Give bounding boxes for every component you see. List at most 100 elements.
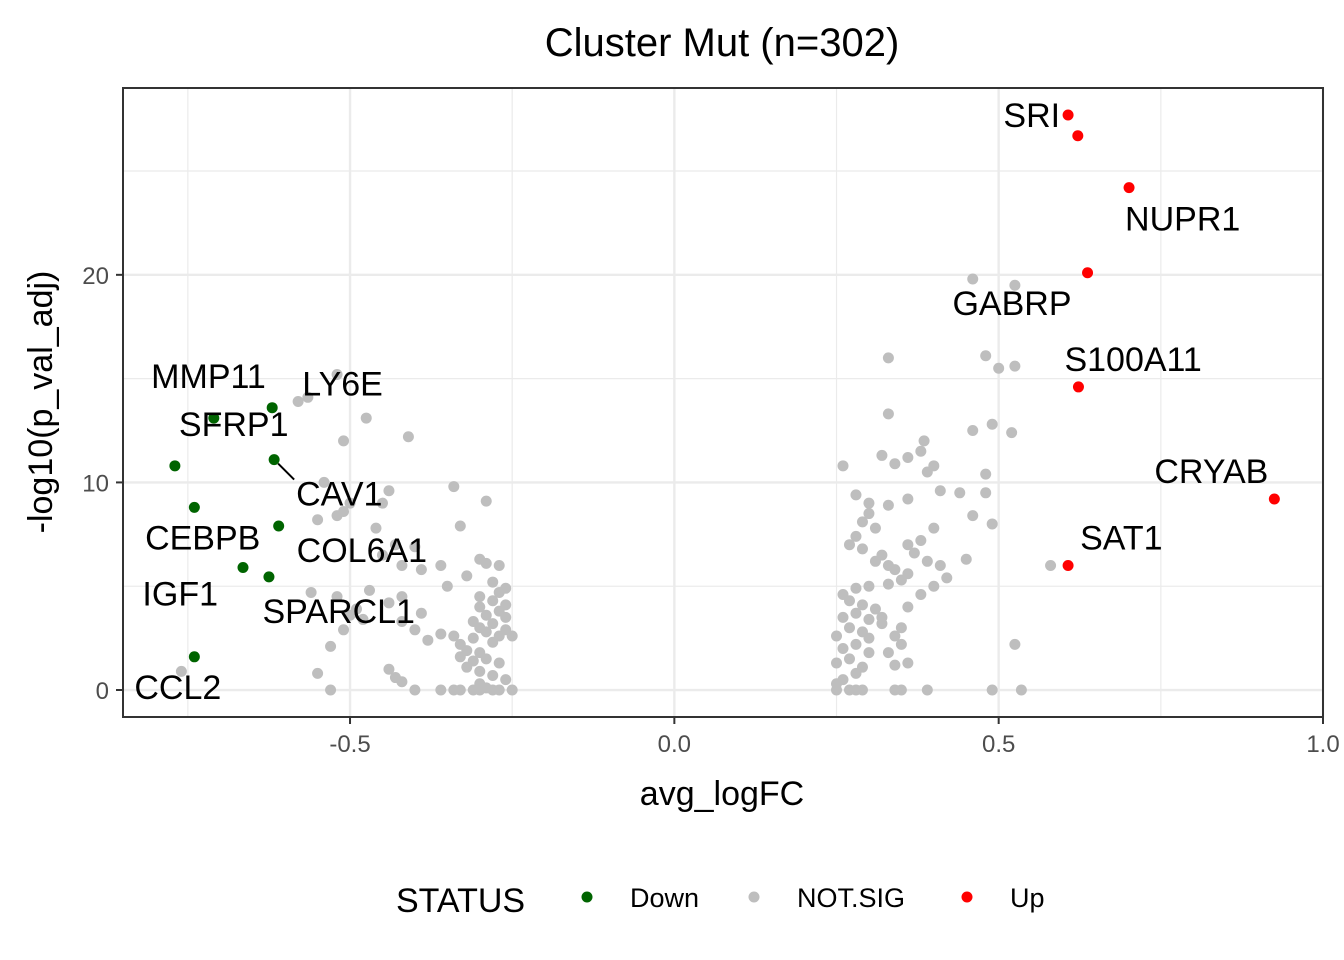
point-not-sig [882,499,894,511]
point-not-sig [843,622,855,634]
point-not-sig [850,530,862,542]
point-not-sig [967,425,979,437]
gene-label: LY6E [302,366,383,404]
point-not-sig [837,460,849,472]
point-not-sig [1009,360,1021,372]
point-not-sig [869,603,881,615]
point-not-sig [980,468,992,480]
point-not-sig [487,595,499,607]
point-not-sig [863,647,875,659]
point-not-sig [305,586,317,598]
point-not-sig [474,665,486,677]
point-not-sig [831,657,843,669]
point-not-sig [843,539,855,551]
point-not-sig [344,609,356,621]
point-not-sig [415,607,427,619]
gene-label: SRI [1003,97,1060,135]
point-not-sig [480,626,492,638]
point-not-sig [415,564,427,576]
point-not-sig [487,618,499,630]
x-tick-label: 1.0 [1306,731,1339,758]
gene-label: CEBPB [145,519,260,557]
point-not-sig [363,584,375,596]
legend-label: NOT.SIG [797,883,905,913]
point-not-sig [941,572,953,584]
chart-title: Cluster Mut (n=302) [545,21,900,65]
point-not-sig [1006,427,1018,439]
legend: STATUS Down NOT.SIG Up [396,882,1045,920]
point-not-sig [918,435,930,447]
point-not-sig [915,535,927,547]
point-not-sig [882,578,894,590]
point-not-sig [461,570,473,582]
point-not-sig [474,591,486,603]
y-axis-title: -log10(p_val_adj) [22,271,60,534]
gene-label: CCL2 [134,669,221,707]
point-not-sig [856,543,868,555]
point-not-sig [986,684,998,696]
point-not-sig [902,452,914,464]
point-not-sig [474,601,486,613]
point-not-sig [360,412,372,424]
point-not-sig [396,616,408,628]
point-not-sig [500,611,512,623]
point-not-sig [292,395,304,407]
point-down [188,651,200,663]
point-not-sig [889,630,901,642]
point-not-sig [467,684,479,696]
point-not-sig [396,591,408,603]
point-not-sig [895,574,907,586]
point-not-sig [376,497,388,509]
gene-labels: SRI NUPR1 GABRP S100A11 CRYAB SAT1 MMP11 LY6E SF… [134,97,1268,707]
point-not-sig [312,514,324,526]
point-not-sig [889,564,901,576]
point-not-sig [389,539,401,551]
point-not-sig [480,557,492,569]
point-not-sig [487,669,499,681]
point-not-sig [480,653,492,665]
point-not-sig [928,580,940,592]
point-not-sig [954,487,966,499]
point-not-sig [409,624,421,636]
point-not-sig [409,541,421,553]
point-not-sig [967,510,979,522]
point-up [1072,381,1084,393]
point-not-sig [422,634,434,646]
point-not-sig [863,508,875,520]
gene-label: SAT1 [1080,519,1163,557]
point-not-sig [396,559,408,571]
point-not-sig [908,547,920,559]
point-not-sig [302,391,314,403]
gene-label: SPARCL1 [263,593,415,631]
gene-label: IGF1 [142,576,218,614]
point-not-sig [895,684,907,696]
point-not-sig [338,624,350,636]
point-not-sig [383,485,395,497]
gene-label: SFRP1 [179,406,289,444]
point-not-sig [461,661,473,673]
point-not-sig [837,611,849,623]
point-not-sig [831,684,843,696]
point-not-sig [837,642,849,654]
point-not-sig [448,481,460,493]
point-not-sig [357,613,369,625]
point-not-sig [902,601,914,613]
gene-label: COL6A1 [297,532,427,570]
point-not-sig [454,651,466,663]
point-not-sig [480,495,492,507]
gene-label: CRYAB [1154,453,1268,491]
point-not-sig [869,522,881,534]
point-not-sig [1009,638,1021,650]
point-not-sig [435,684,447,696]
point-not-sig [915,589,927,601]
point-not-sig [882,352,894,364]
point-not-sig [312,667,324,679]
point-not-sig [843,653,855,665]
point-not-sig [448,684,460,696]
gene-label: NUPR1 [1125,201,1240,239]
y-tick-label: 10 [82,470,109,497]
point-not-sig [928,460,940,472]
point-not-sig [493,559,505,571]
point-not-sig [863,613,875,625]
